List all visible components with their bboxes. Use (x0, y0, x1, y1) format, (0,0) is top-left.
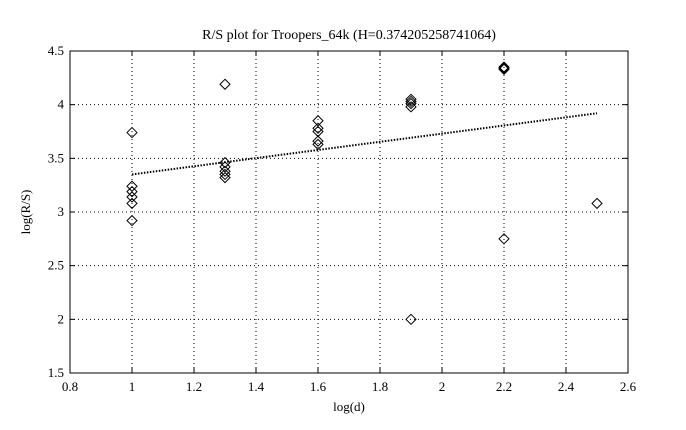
data-point-diamond (312, 135, 324, 147)
data-point-diamond (219, 161, 231, 173)
y-tick-label: 4.5 (48, 43, 64, 58)
data-point-diamond (405, 93, 417, 106)
data-point-diamond (126, 191, 138, 203)
data-point-diamond (312, 138, 324, 151)
data-point-diamond (591, 197, 603, 210)
x-tick-label: 1.8 (372, 379, 388, 394)
y-tick-label: 3 (58, 204, 65, 219)
data-point-diamond (219, 156, 231, 169)
x-tick-label: 1.4 (248, 379, 265, 394)
data-point-diamond (498, 61, 510, 73)
y-axis-title: log(R/S) (18, 190, 33, 235)
x-tick-label: 0.8 (62, 379, 78, 394)
data-point-diamond (126, 214, 138, 227)
data-point-diamond (498, 63, 510, 75)
data-point-diamond (126, 180, 138, 192)
data-point-diamond (498, 233, 510, 245)
data-point-diamond (219, 165, 231, 177)
data-point-diamond (219, 168, 231, 181)
data-point-diamond (312, 115, 324, 127)
data-point-diamond (126, 197, 138, 210)
data-point-diamond (405, 97, 417, 110)
y-tick-label: 3.5 (48, 150, 64, 165)
x-tick-label: 2.2 (496, 379, 512, 394)
y-tick-label: 2 (58, 311, 65, 326)
x-tick-label: 2 (439, 379, 446, 394)
regression-fit-line (131, 112, 598, 176)
data-point-diamond (126, 126, 138, 139)
data-point-diamond (126, 185, 138, 198)
y-tick-label: 2.5 (48, 258, 64, 273)
data-point-diamond (405, 313, 417, 326)
y-tick-label: 1.5 (48, 365, 64, 380)
data-point-diamond (405, 95, 417, 108)
fit-layer (131, 112, 598, 176)
plot-frame (69, 50, 629, 374)
x-tick-label: 2.6 (620, 379, 637, 394)
data-point-diamond (219, 78, 231, 90)
data-point-diamond (312, 122, 324, 134)
data-point-diamond (498, 62, 510, 74)
x-axis-title: log(d) (333, 399, 365, 414)
x-tick-label: 1 (129, 379, 136, 394)
grid-layer (70, 51, 628, 373)
x-tick-label: 1.2 (186, 379, 202, 394)
tick-layer: 0.8 1 1.2 1.4 1.6 1.8 2 2.2 2.4 2.6 1.5 2 2.5 3 3.5 4 4.… (48, 43, 637, 394)
point-layer (126, 61, 603, 326)
chart-title: R/S plot for Troopers_64k (H=0.374205258… (202, 28, 496, 43)
x-tick-label: 1.6 (310, 379, 327, 394)
data-point-diamond (219, 171, 231, 184)
y-tick-label: 4 (58, 97, 65, 112)
data-point-diamond (405, 101, 417, 113)
x-tick-label: 2.4 (558, 379, 575, 394)
